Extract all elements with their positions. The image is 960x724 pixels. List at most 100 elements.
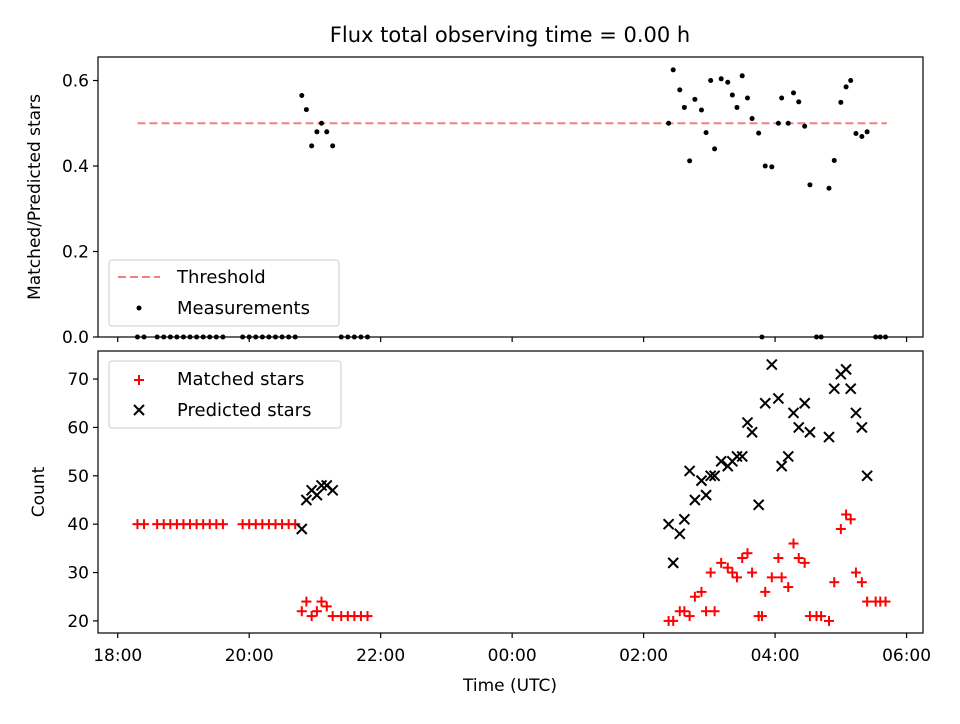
predicted-legend-marker: [133, 404, 145, 416]
matched-star-point: [727, 567, 738, 578]
matched-star-point: [756, 611, 767, 622]
measurement-point: [708, 78, 714, 84]
measurement-point: [299, 92, 305, 98]
matched-star-point: [788, 538, 799, 549]
matched-star-point: [845, 514, 856, 525]
matched-star-point: [701, 606, 712, 617]
measurement-point: [838, 99, 844, 105]
predicted-star-point: [674, 528, 686, 540]
predicted-star-point: [772, 392, 785, 405]
matched-star-point: [722, 562, 733, 573]
ratio-y-axis-label: Matched/Predicted stars: [25, 94, 45, 300]
measurement-point: [734, 104, 740, 110]
measurement-point: [877, 334, 883, 340]
measurement-point: [207, 334, 213, 340]
measurement-point: [666, 120, 672, 126]
predicted-legend-label: Predicted stars: [177, 400, 311, 421]
matched-star-point: [816, 611, 827, 622]
measurement-point: [769, 164, 775, 170]
count-y-tick-label: 20: [67, 612, 89, 632]
matched-star-point: [773, 553, 784, 564]
predicted-star-point: [683, 465, 696, 477]
matched-star-point: [139, 519, 150, 530]
predicted-star-point: [782, 450, 794, 463]
matched-star-point: [689, 591, 700, 602]
measurement-point: [762, 163, 768, 169]
measurement-point: [681, 104, 687, 110]
predicted-star-point: [746, 426, 758, 438]
measurement-point: [883, 334, 889, 340]
predicted-star-point: [840, 363, 852, 376]
measurement-point: [785, 120, 791, 126]
predicted-star-point: [678, 513, 691, 526]
predicted-star-point: [793, 421, 805, 434]
measurement-point: [358, 334, 364, 340]
measurement-point: [324, 129, 330, 135]
predicted-star-point: [844, 383, 857, 395]
matched-star-point: [716, 557, 727, 568]
predicted-star-point: [704, 470, 717, 482]
measurement-point: [873, 334, 879, 340]
matched-star-point: [783, 582, 794, 593]
measurement-point: [187, 334, 193, 340]
measurement-point: [279, 334, 285, 340]
predicted-star-point: [766, 358, 778, 371]
count-panel-frame: [97, 350, 924, 634]
matched-star-point: [316, 596, 327, 607]
matched-star-point: [856, 577, 867, 588]
count-y-tick-label: 40: [67, 515, 89, 535]
matched-star-point: [709, 606, 720, 617]
predicted-star-point: [667, 557, 679, 569]
predicted-star-point: [326, 484, 339, 497]
measurement-point: [796, 99, 802, 105]
measurement-point: [213, 334, 219, 340]
matched-star-point: [850, 567, 861, 578]
measurement-point: [272, 334, 278, 340]
matched-star-point: [668, 615, 679, 626]
matched-star-point: [217, 519, 228, 530]
predicted-star-point: [708, 470, 721, 482]
predicted-star-point: [856, 421, 868, 434]
measurement-point: [161, 334, 167, 340]
x-tick-label: 00:00: [488, 646, 537, 666]
predicted-star-point: [752, 499, 765, 511]
measurement-point: [739, 73, 745, 79]
measurement-point: [802, 123, 808, 129]
measurement-point: [309, 143, 315, 149]
ratio-y-tick-label: 0.0: [62, 328, 89, 348]
matched-star-point: [321, 601, 332, 612]
measurement-point: [790, 90, 796, 96]
predicted-star-point: [861, 470, 873, 482]
measurement-point: [859, 134, 865, 140]
measurement-point: [759, 334, 765, 340]
predicted-star-point: [311, 489, 323, 501]
x-tick-label: 04:00: [751, 646, 800, 666]
measurement-point: [807, 182, 813, 188]
measurement-point: [718, 76, 724, 82]
measurement-point: [167, 334, 173, 340]
measurement-point: [756, 130, 762, 136]
matched-star-point: [737, 553, 748, 564]
count-y-axis-label: Count: [29, 466, 49, 517]
predicted-star-point: [695, 474, 708, 487]
measurement-point: [303, 107, 309, 113]
count-x-ticks: 18:00 20:00 22:00 00:00 02:00 04:00 06:00: [93, 633, 931, 666]
measurement-point: [831, 157, 837, 163]
predicted-star-point: [759, 397, 771, 409]
matched-star-point: [290, 519, 301, 530]
x-tick-label: 22:00: [356, 646, 405, 666]
x-tick-label: 06:00: [882, 646, 931, 666]
measurement-point: [818, 334, 824, 340]
count-y-tick-label: 60: [67, 418, 89, 438]
measurement-point: [319, 120, 325, 126]
measurement-point: [729, 92, 735, 98]
x-axis-label: Time (UTC): [462, 676, 557, 696]
count-data: [132, 358, 891, 626]
measurement-point: [725, 79, 731, 85]
measurement-point: [744, 95, 750, 101]
measurement-point: [154, 334, 160, 340]
measurement-point: [864, 129, 870, 135]
matched-star-point: [776, 572, 787, 583]
matched-star-point: [696, 586, 707, 597]
